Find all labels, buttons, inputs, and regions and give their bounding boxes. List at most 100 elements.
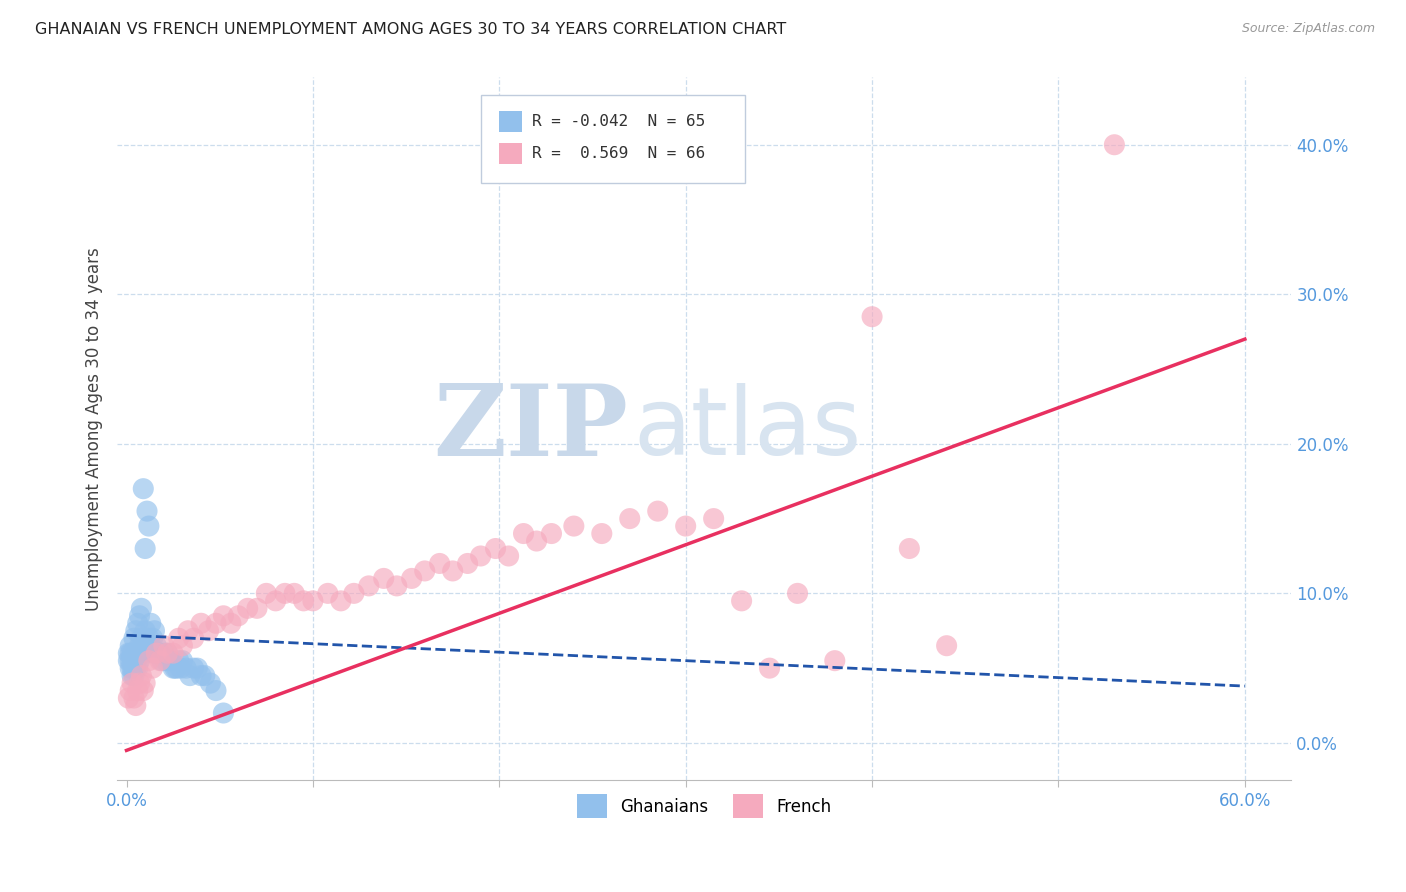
Point	[120, 654, 142, 668]
Point	[127, 646, 149, 660]
Point	[127, 616, 149, 631]
Point	[138, 654, 160, 668]
Point	[254, 586, 277, 600]
Point	[120, 661, 142, 675]
Point	[125, 624, 148, 638]
Point	[194, 668, 217, 682]
Point	[120, 683, 142, 698]
Point	[457, 557, 479, 571]
Point	[121, 661, 143, 675]
Point	[385, 579, 408, 593]
Point	[136, 639, 159, 653]
Point	[167, 632, 190, 646]
Point	[413, 564, 436, 578]
Point	[149, 654, 172, 668]
Point	[143, 646, 166, 660]
Point	[236, 601, 259, 615]
Point	[125, 646, 148, 660]
Point	[329, 594, 352, 608]
Y-axis label: Unemployment Among Ages 30 to 34 years: Unemployment Among Ages 30 to 34 years	[86, 247, 103, 611]
Point	[142, 632, 165, 646]
Point	[125, 661, 148, 675]
Point	[150, 654, 173, 668]
Point	[197, 624, 219, 638]
Point	[155, 654, 177, 668]
Point	[166, 661, 188, 675]
Point	[117, 654, 139, 668]
Point	[120, 639, 142, 653]
Point	[186, 661, 208, 675]
Point	[935, 639, 957, 653]
Point	[134, 624, 156, 638]
Point	[526, 534, 548, 549]
Point	[139, 616, 162, 631]
Text: ZIP: ZIP	[433, 380, 628, 477]
Point	[212, 608, 235, 623]
Point	[120, 646, 142, 660]
Point	[274, 586, 297, 600]
Text: GHANAIAN VS FRENCH UNEMPLOYMENT AMONG AGES 30 TO 34 YEARS CORRELATION CHART: GHANAIAN VS FRENCH UNEMPLOYMENT AMONG AG…	[35, 22, 786, 37]
Point	[205, 683, 228, 698]
Point	[134, 541, 156, 556]
Point	[512, 526, 534, 541]
Point	[156, 646, 179, 660]
Legend: Ghanaians, French: Ghanaians, French	[571, 788, 838, 825]
Point	[117, 691, 139, 706]
Point	[179, 668, 201, 682]
Point	[177, 624, 200, 638]
Point	[860, 310, 883, 324]
Point	[1104, 137, 1126, 152]
Point	[152, 646, 174, 660]
Point	[125, 654, 148, 668]
Point	[131, 601, 153, 615]
Point	[148, 646, 170, 660]
Point	[429, 557, 451, 571]
Point	[134, 676, 156, 690]
Point	[157, 654, 180, 668]
Point	[591, 526, 613, 541]
Point	[132, 482, 155, 496]
Point	[183, 632, 205, 646]
Point	[619, 511, 641, 525]
Point	[145, 639, 167, 653]
Point	[264, 594, 287, 608]
Point	[127, 661, 149, 675]
Point	[152, 639, 174, 653]
Point	[283, 586, 305, 600]
Point	[149, 646, 172, 660]
Point	[145, 646, 167, 660]
Point	[131, 646, 153, 660]
Point	[122, 691, 145, 706]
Point	[132, 639, 155, 653]
Point	[730, 594, 752, 608]
Point	[212, 706, 235, 720]
Point	[169, 661, 191, 675]
FancyBboxPatch shape	[499, 143, 522, 164]
Point	[246, 601, 269, 615]
Point	[786, 586, 808, 600]
Point	[121, 654, 143, 668]
Point	[132, 683, 155, 698]
Point	[540, 526, 562, 541]
Point	[139, 639, 162, 653]
Point	[128, 676, 150, 690]
Point	[138, 519, 160, 533]
Point	[562, 519, 585, 533]
Point	[824, 654, 846, 668]
Point	[167, 654, 190, 668]
Point	[122, 661, 145, 675]
Point	[121, 646, 143, 660]
FancyBboxPatch shape	[481, 95, 745, 183]
Point	[172, 654, 194, 668]
Point	[498, 549, 520, 563]
Point	[357, 579, 380, 593]
Point	[183, 661, 205, 675]
Point	[163, 661, 186, 675]
Point	[302, 594, 325, 608]
Point	[143, 624, 166, 638]
Text: R =  0.569  N = 66: R = 0.569 N = 66	[531, 146, 704, 161]
Point	[136, 504, 159, 518]
FancyBboxPatch shape	[499, 112, 522, 132]
Point	[190, 616, 212, 631]
Point	[138, 632, 160, 646]
